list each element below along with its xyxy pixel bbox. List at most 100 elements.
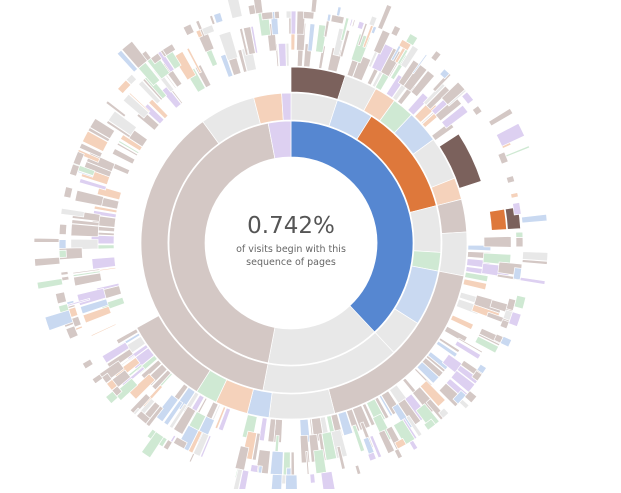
fringe-arc-175[interactable] [71,219,100,227]
fringe-arc-64[interactable] [151,369,172,391]
fringe-arc-394[interactable] [252,0,264,15]
fringe-arc-268[interactable] [156,50,175,73]
fringe-arc-66[interactable] [140,359,162,380]
fringe-arc-214[interactable] [447,89,467,107]
fringe-arc-392[interactable] [121,40,148,69]
fringe-arc-311[interactable] [106,378,118,391]
fringe-arc-263[interactable] [87,127,111,143]
fringe-arc-282[interactable] [439,68,451,80]
ring3-end-arc-8[interactable] [438,231,468,277]
fringe-arc-234[interactable] [369,434,383,459]
fringe-arc-143[interactable] [351,424,366,453]
fringe-arc-83[interactable] [92,210,117,219]
fringe-arc-365[interactable] [55,291,67,305]
fringe-arc-211[interactable] [412,53,428,75]
ring3-product-arc-7[interactable] [436,198,468,234]
ring2-end-arc-3[interactable] [409,205,442,253]
fringe-arc-291[interactable] [512,267,522,281]
fringe-arc-166[interactable] [90,323,117,337]
fringe-arc-236[interactable] [336,445,346,470]
fringe-arc-275[interactable] [326,13,332,22]
fringe-arc-257[interactable] [60,207,85,218]
fringe-arc-245[interactable] [192,432,210,457]
fringe-arc-385[interactable] [232,468,243,493]
fringe-arc-173[interactable] [70,238,99,251]
fringe-arc-325[interactable] [72,150,85,167]
fringe-arc-128[interactable] [483,236,512,248]
fringe-arc-201[interactable] [296,10,306,35]
fringe-arc-206[interactable] [373,29,391,55]
fringe-arc-338[interactable] [390,25,402,37]
fringe-arc-167[interactable] [82,305,112,324]
fringe-arc-290[interactable] [515,237,524,248]
fringe-arc-369[interactable] [209,14,216,26]
fringe-arc-304[interactable] [257,465,263,474]
fringe-arc-312[interactable] [101,372,113,384]
fringe-arc-347[interactable] [408,439,419,451]
fringe-arc-387[interactable] [44,309,74,331]
fringe-arc-318[interactable] [61,275,70,282]
fringe-arc-55[interactable] [214,406,227,430]
fringe-arc-323[interactable] [63,186,74,199]
fringe-arc-321[interactable] [58,239,67,249]
fringe-arc-382[interactable] [285,474,298,493]
fringe-arc-280[interactable] [370,25,378,35]
fringe-arc-289[interactable] [515,231,524,238]
ring3-product-arc-14[interactable] [136,315,211,393]
fringe-arc-340[interactable] [430,50,442,62]
ring1-product-arc-2[interactable] [168,122,276,364]
fringe-arc-170[interactable] [73,272,103,287]
ring5-search-arc-highlight[interactable] [489,208,507,231]
fringe-arc-121[interactable] [403,63,428,92]
fringe-arc-157[interactable] [154,394,179,423]
fringe-arc-279[interactable] [356,20,365,30]
fringe-arc-294[interactable] [499,319,510,330]
fringe-arc-372[interactable] [310,0,318,13]
fringe-arc-41[interactable] [352,405,371,431]
fringe-arc-195[interactable] [218,30,239,62]
fringe-arc-133[interactable] [457,337,484,354]
fringe-arc-37[interactable] [378,394,394,417]
fringe-arc-12[interactable] [407,92,430,116]
fringe-arc-286[interactable] [505,175,516,184]
fringe-arc-378[interactable] [522,251,549,262]
fringe-arc-277[interactable] [349,18,354,27]
fringe-arc-252[interactable] [113,377,139,402]
fringe-arc-300[interactable] [423,418,437,431]
fringe-arc-90[interactable] [118,140,140,155]
fringe-arc-134[interactable] [454,340,482,360]
fringe-arc-331[interactable] [195,29,204,39]
fringe-arc-141[interactable] [372,413,394,443]
fringe-arc-172[interactable] [72,268,101,275]
fringe-arc-351[interactable] [309,473,316,484]
fringe-arc-185[interactable] [128,92,151,113]
fringe-arc-262[interactable] [81,130,109,153]
fringe-arc-126[interactable] [434,96,463,122]
fringe-arc-360[interactable] [91,373,104,385]
fringe-arc-96[interactable] [160,85,182,109]
fringe-arc-349[interactable] [354,464,362,476]
ring3-end-arc-10[interactable] [268,388,336,420]
fringe-arc-242[interactable] [255,449,271,475]
fringe-arc-334[interactable] [274,10,280,19]
fringe-arc-22[interactable] [462,278,488,291]
fringe-arc-379[interactable] [521,259,548,265]
fringe-arc-354[interactable] [188,452,196,463]
fringe-arc-100[interactable] [220,53,234,78]
fringe-arc-361[interactable] [81,358,94,370]
fringe-arc-192[interactable] [172,50,197,81]
fringe-arc-324[interactable] [69,163,80,177]
fringe-arc-297[interactable] [471,370,483,382]
fringe-arc-182[interactable] [106,120,132,139]
fringe-arc-129[interactable] [482,252,512,266]
fringe-arc-328[interactable] [150,52,163,65]
fringe-arc-391[interactable] [116,49,139,73]
fringe-arc-136[interactable] [419,380,446,408]
fringe-arc-306[interactable] [172,436,188,450]
fringe-arc-171[interactable] [72,270,101,278]
fringe-arc-274[interactable] [302,10,315,20]
fringe-arc-264[interactable] [89,117,116,140]
fringe-arc-377[interactable] [521,213,548,224]
fringe-arc-367[interactable] [182,23,195,37]
